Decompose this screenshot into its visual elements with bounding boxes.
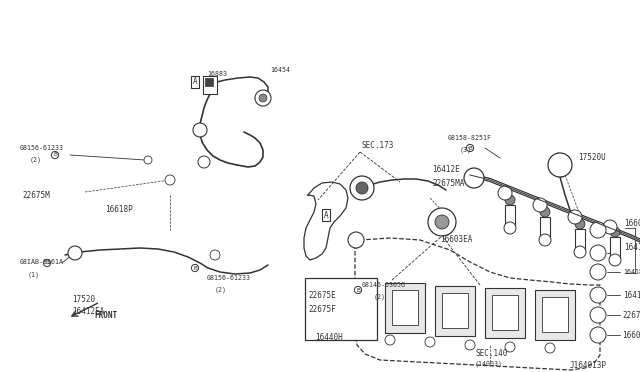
Text: 16440H: 16440H (315, 334, 343, 343)
Circle shape (548, 153, 572, 177)
Circle shape (210, 250, 220, 260)
Text: 22675M: 22675M (22, 190, 50, 199)
Circle shape (385, 335, 395, 345)
Text: 08146-6305G: 08146-6305G (362, 282, 406, 288)
Circle shape (505, 342, 515, 352)
Circle shape (504, 222, 516, 234)
Text: 16603EA: 16603EA (440, 235, 472, 244)
Text: (1): (1) (28, 272, 40, 278)
Circle shape (533, 198, 547, 212)
Text: 16412E: 16412E (432, 166, 460, 174)
Text: 08IAB-8161A: 08IAB-8161A (20, 259, 64, 265)
Text: A: A (193, 77, 197, 87)
Text: 16603: 16603 (638, 260, 640, 269)
Circle shape (348, 232, 364, 248)
Text: B: B (468, 145, 472, 151)
Text: 17520: 17520 (72, 295, 95, 305)
Circle shape (144, 156, 152, 164)
Bar (505, 205, 515, 227)
Circle shape (428, 208, 456, 236)
Bar (575, 229, 585, 251)
Text: 16603E: 16603E (624, 219, 640, 228)
Bar (442, 293, 468, 328)
Circle shape (610, 227, 620, 237)
Circle shape (465, 340, 475, 350)
Circle shape (574, 246, 586, 258)
Circle shape (68, 246, 82, 260)
Circle shape (603, 220, 617, 234)
Bar (610, 237, 620, 259)
Text: B: B (53, 153, 57, 157)
Circle shape (425, 337, 435, 347)
Text: 16418FA: 16418FA (623, 269, 640, 275)
Text: (2): (2) (215, 287, 227, 293)
Text: 16883: 16883 (207, 71, 227, 77)
Circle shape (198, 156, 210, 168)
Bar (392, 290, 418, 325)
Bar (492, 295, 518, 330)
Circle shape (590, 327, 606, 343)
Bar (305, 278, 377, 340)
Text: SEC.173: SEC.173 (362, 141, 394, 150)
Bar (535, 290, 575, 340)
Circle shape (590, 287, 606, 303)
Bar (203, 76, 217, 94)
Circle shape (539, 234, 551, 246)
Circle shape (165, 175, 175, 185)
Circle shape (255, 90, 271, 106)
Circle shape (350, 176, 374, 200)
Circle shape (259, 94, 267, 102)
Text: 08156-61233: 08156-61233 (207, 275, 251, 281)
Text: B: B (356, 288, 360, 292)
Bar (485, 288, 525, 338)
Circle shape (356, 182, 368, 194)
Circle shape (590, 264, 606, 280)
Text: 22675MA: 22675MA (622, 311, 640, 320)
Circle shape (575, 219, 585, 229)
Text: B: B (45, 260, 49, 266)
Text: (3): (3) (460, 147, 472, 153)
Text: 16603EA: 16603EA (622, 330, 640, 340)
Text: (2): (2) (30, 157, 42, 163)
Text: 16412EA: 16412EA (72, 308, 104, 317)
Text: FRONT: FRONT (94, 311, 117, 320)
Circle shape (540, 207, 550, 217)
Circle shape (568, 210, 582, 224)
Text: J164013P: J164013P (570, 360, 607, 369)
Text: 22675MA: 22675MA (432, 179, 465, 187)
Text: (14003): (14003) (475, 361, 503, 367)
Text: 22675F: 22675F (308, 305, 336, 314)
Text: 16412F: 16412F (624, 244, 640, 253)
Text: (2): (2) (374, 294, 386, 300)
Circle shape (498, 186, 512, 200)
Circle shape (590, 222, 606, 238)
Text: 08158-8251F: 08158-8251F (448, 135, 492, 141)
Bar (542, 297, 568, 332)
Bar (385, 283, 425, 333)
Circle shape (505, 195, 515, 205)
Text: 22675E: 22675E (308, 291, 336, 299)
Bar (540, 217, 550, 239)
Text: A: A (324, 211, 328, 219)
Bar (205, 78, 213, 86)
Circle shape (545, 343, 555, 353)
Text: 08156-61233: 08156-61233 (20, 145, 64, 151)
Circle shape (193, 123, 207, 137)
Text: SEC.140: SEC.140 (475, 350, 508, 359)
Text: 17520U: 17520U (578, 154, 605, 163)
Circle shape (609, 254, 621, 266)
Bar (435, 286, 475, 336)
Circle shape (590, 307, 606, 323)
Text: B: B (193, 266, 197, 270)
Circle shape (464, 168, 484, 188)
Text: 16454: 16454 (270, 67, 290, 73)
Circle shape (590, 245, 606, 261)
Text: 16618P: 16618P (105, 205, 132, 215)
Text: 16412E: 16412E (623, 291, 640, 299)
Circle shape (435, 215, 449, 229)
